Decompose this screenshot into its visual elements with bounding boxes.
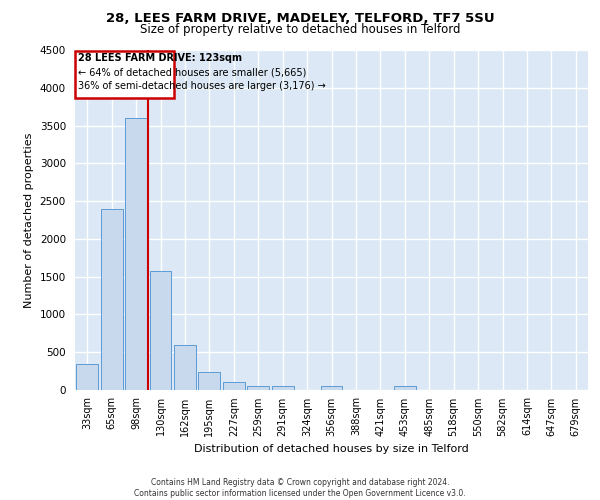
Bar [125, 118, 147, 390]
Bar [76, 364, 98, 390]
Text: Size of property relative to detached houses in Telford: Size of property relative to detached ho… [140, 22, 460, 36]
Bar [101, 208, 122, 390]
Text: 28, LEES FARM DRIVE, MADELEY, TELFORD, TF7 5SU: 28, LEES FARM DRIVE, MADELEY, TELFORD, T… [106, 12, 494, 26]
Y-axis label: Number of detached properties: Number of detached properties [24, 132, 34, 308]
Text: Contains HM Land Registry data © Crown copyright and database right 2024.
Contai: Contains HM Land Registry data © Crown c… [134, 478, 466, 498]
X-axis label: Distribution of detached houses by size in Telford: Distribution of detached houses by size … [194, 444, 469, 454]
Text: ← 64% of detached houses are smaller (5,665): ← 64% of detached houses are smaller (5,… [79, 67, 307, 77]
Bar [247, 386, 269, 390]
FancyBboxPatch shape [76, 51, 174, 98]
Bar [199, 372, 220, 390]
Bar [272, 386, 293, 390]
Bar [149, 272, 172, 390]
Text: 28 LEES FARM DRIVE: 123sqm: 28 LEES FARM DRIVE: 123sqm [79, 53, 242, 63]
Bar [174, 344, 196, 390]
Bar [394, 386, 416, 390]
Bar [320, 386, 343, 390]
Text: 36% of semi-detached houses are larger (3,176) →: 36% of semi-detached houses are larger (… [79, 82, 326, 92]
Bar [223, 382, 245, 390]
